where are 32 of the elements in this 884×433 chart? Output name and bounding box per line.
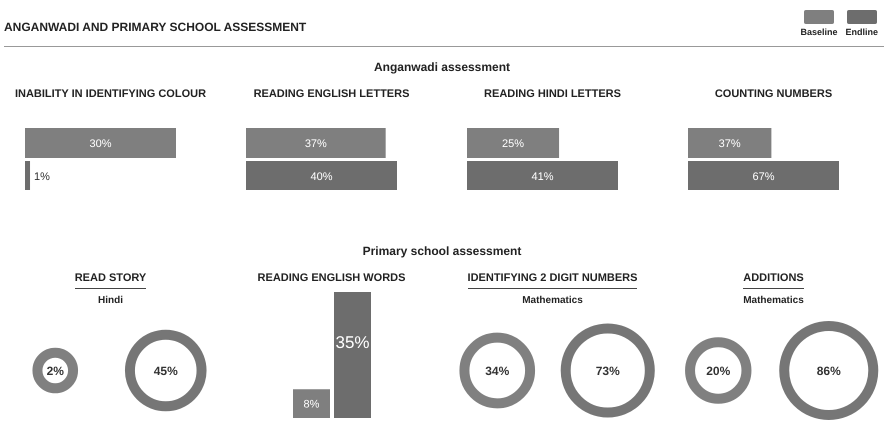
text: Mathematics <box>743 295 804 306</box>
text: IDENTIFYING 2 DIGIT NUMBERS <box>468 272 638 289</box>
data-label: 8% <box>303 398 320 410</box>
legend-label: Baseline <box>800 27 838 37</box>
data-label: 73% <box>596 364 620 378</box>
data-label: 67% <box>752 170 775 183</box>
data-label: 2% <box>46 364 64 378</box>
data-label: 34% <box>485 364 510 378</box>
data-label: 41% <box>531 170 554 183</box>
text: Mathematics <box>522 295 583 306</box>
text: READ STORY <box>74 272 146 289</box>
data-label: 45% <box>154 364 178 378</box>
chart-title: READING ENGLISH WORDS <box>258 272 406 284</box>
chart-title: INABILITY IN IDENTIFYING COLOUR <box>14 88 206 100</box>
chart-title: COUNTING NUMBERS <box>714 88 832 100</box>
data-label: 37% <box>304 138 328 150</box>
chart-title: READING ENGLISH LETTERS <box>254 88 410 100</box>
data-label: 35% <box>334 332 370 352</box>
data-label: 86% <box>816 364 842 378</box>
text: ADDITIONS <box>743 272 804 289</box>
text: Hindi <box>98 295 123 306</box>
data-label: 25% <box>502 138 524 150</box>
text: Anganwadi assessment <box>372 60 512 74</box>
chart-title: READING HINDI LETTERS <box>484 88 621 100</box>
data-label: 37% <box>718 138 741 150</box>
data-label: 20% <box>706 364 731 378</box>
data-label: 30% <box>89 138 112 150</box>
text: ANGANWADI AND PRIMARY SCHOOL ASSESSMENT <box>4 20 306 34</box>
data-label: 40% <box>310 170 333 183</box>
data-label: 1% <box>34 170 50 183</box>
text: Primary school assessment <box>362 244 522 258</box>
legend-label: Endline <box>845 27 878 37</box>
